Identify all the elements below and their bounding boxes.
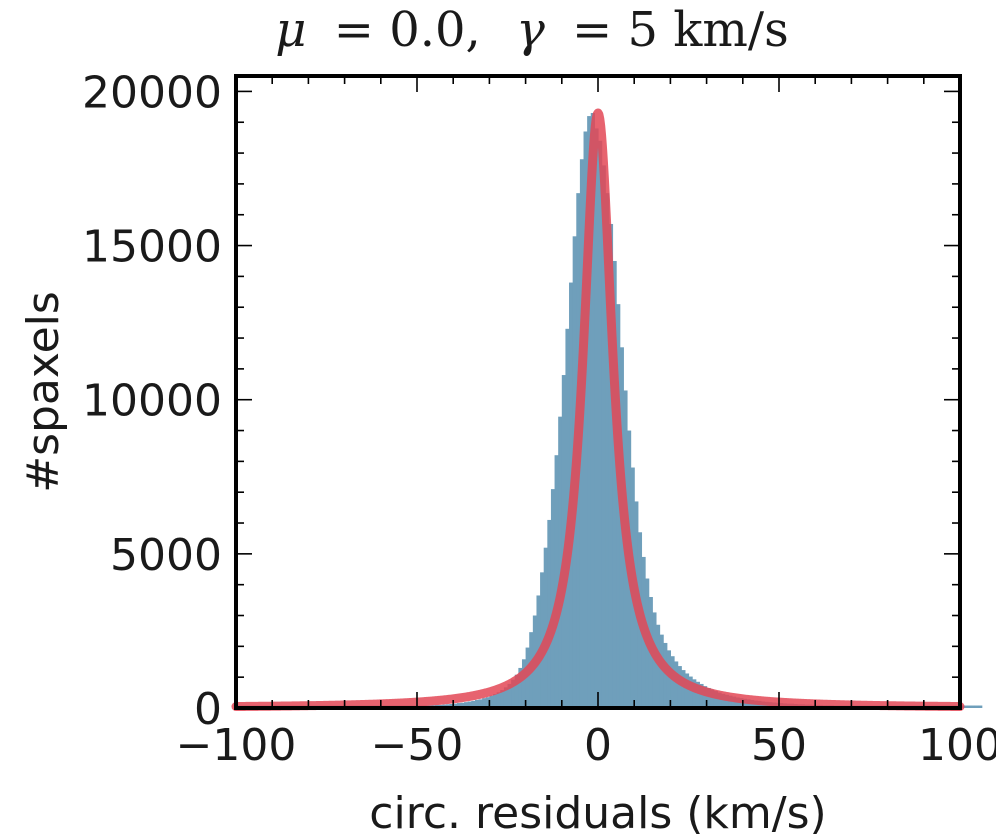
title-mu-symbol: μ bbox=[275, 2, 306, 58]
histogram-bar bbox=[692, 679, 697, 708]
histogram-bar bbox=[974, 705, 979, 708]
histogram-bar bbox=[471, 700, 476, 708]
histogram-bar bbox=[967, 705, 972, 708]
x-axis-title: circ. residuals (km/s) bbox=[369, 788, 826, 838]
histogram-bar bbox=[594, 128, 599, 708]
histogram-bar bbox=[507, 683, 512, 708]
x-tick-label: −100 bbox=[176, 720, 297, 771]
histogram-bar bbox=[688, 676, 693, 708]
chart-title: μ = 0.0, γ = 5 km/s bbox=[275, 2, 788, 58]
histogram-bar bbox=[735, 697, 740, 708]
histogram-bar bbox=[583, 131, 588, 709]
histogram-bar bbox=[963, 705, 968, 708]
histogram-bar bbox=[706, 687, 711, 708]
histogram-bar bbox=[731, 696, 737, 708]
histogram-bar bbox=[514, 674, 519, 708]
histogram-bar bbox=[453, 703, 458, 708]
histogram-bar bbox=[699, 683, 704, 708]
histogram-bar bbox=[467, 701, 472, 708]
fit-curve-layer bbox=[231, 108, 965, 712]
histogram-bar bbox=[605, 193, 610, 708]
histogram-bar bbox=[616, 304, 621, 708]
histogram-bar bbox=[681, 670, 686, 708]
y-tick-label: 20000 bbox=[82, 67, 222, 118]
histogram-bar bbox=[489, 695, 494, 708]
histogram-bar bbox=[587, 116, 592, 708]
histogram-bar bbox=[493, 694, 498, 708]
histogram-bar bbox=[598, 140, 603, 709]
histogram-bar bbox=[608, 223, 614, 709]
histogram-bar bbox=[456, 703, 462, 708]
histogram-bar bbox=[496, 692, 501, 708]
histogram-bar bbox=[503, 687, 509, 708]
histogram-bar bbox=[554, 455, 559, 708]
histogram-bar bbox=[550, 489, 556, 708]
title-gamma-value: = 5 km/s bbox=[572, 2, 789, 58]
histogram-bar bbox=[970, 705, 976, 708]
histogram-bar bbox=[612, 260, 617, 708]
histogram-bar bbox=[978, 705, 983, 708]
histogram-bar bbox=[521, 659, 527, 708]
histogram-bar bbox=[702, 686, 708, 708]
y-axis-title: #spaxels bbox=[18, 291, 69, 493]
histogram-bar bbox=[713, 691, 719, 708]
histogram-bar bbox=[663, 642, 668, 708]
histogram-bar bbox=[511, 679, 516, 708]
histogram-bar bbox=[695, 681, 700, 708]
histogram-bar bbox=[721, 693, 726, 708]
histogram-bar bbox=[482, 698, 487, 708]
histogram-bar bbox=[518, 667, 523, 708]
x-tick-label: −50 bbox=[371, 720, 464, 771]
plot-frame bbox=[234, 74, 962, 710]
histogram-bar bbox=[449, 703, 454, 708]
title-mu-value: = 0.0, bbox=[334, 2, 481, 58]
y-tick-label: 10000 bbox=[82, 376, 222, 427]
histogram-bar bbox=[460, 702, 465, 708]
y-tick-label: 0 bbox=[194, 684, 222, 735]
histogram-bar bbox=[674, 661, 679, 708]
histogram-bar bbox=[655, 624, 661, 708]
x-tick-label: 0 bbox=[584, 720, 612, 771]
histogram-bar bbox=[666, 650, 671, 708]
histogram-bar bbox=[590, 113, 595, 708]
histogram-bar bbox=[670, 656, 675, 708]
histogram-bar bbox=[717, 692, 722, 708]
histogram-bar bbox=[677, 666, 682, 708]
histogram-bar bbox=[547, 519, 552, 708]
histogram-bar bbox=[464, 702, 469, 708]
title-gamma-symbol: γ bbox=[516, 2, 545, 58]
histogram-bar bbox=[561, 375, 567, 708]
histogram-bar bbox=[558, 416, 563, 708]
histogram-bar bbox=[659, 634, 664, 708]
histogram-bar bbox=[601, 165, 606, 708]
x-tick-labels: −100 −50 0 50 100 bbox=[176, 720, 996, 771]
histogram-bar bbox=[474, 699, 480, 708]
histogram-bar bbox=[724, 694, 729, 708]
histogram-bar bbox=[540, 572, 545, 708]
histogram-bar bbox=[500, 690, 505, 708]
histogram-bar bbox=[525, 647, 530, 708]
histogram-bar bbox=[543, 547, 548, 708]
histogram-bar bbox=[478, 699, 483, 708]
x-tick-label: 50 bbox=[751, 720, 807, 771]
histogram-bar bbox=[684, 673, 690, 708]
y-tick-labels: 0 5000 10000 15000 20000 bbox=[82, 67, 222, 735]
histogram-bar bbox=[485, 697, 490, 708]
x-tick-label: 100 bbox=[918, 720, 996, 771]
y-tick-label: 5000 bbox=[110, 530, 222, 581]
histogram-bar bbox=[728, 695, 733, 708]
y-tick-label: 15000 bbox=[82, 222, 222, 273]
fit-curve-line bbox=[231, 108, 965, 712]
histogram-bar bbox=[710, 689, 715, 708]
